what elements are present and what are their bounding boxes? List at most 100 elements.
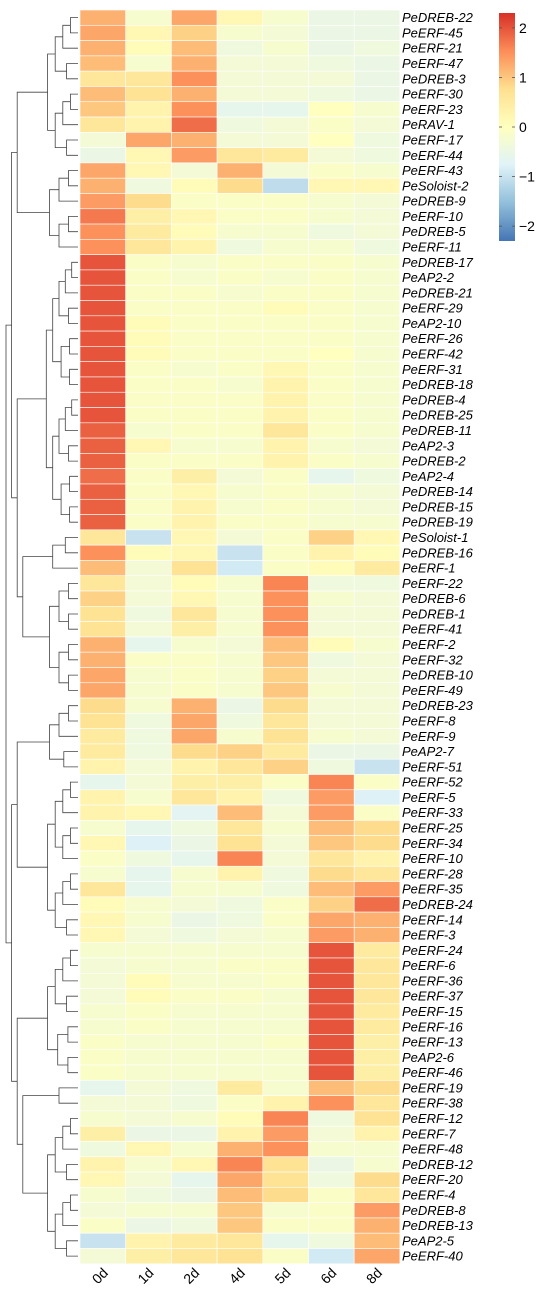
- heatmap-cell: [216, 865, 264, 882]
- heatmap-cell: [79, 835, 127, 852]
- heatmap-cell: [171, 743, 218, 760]
- heatmap-cell: [262, 407, 309, 424]
- heatmap-cell: [353, 1049, 401, 1066]
- heatmap-cell: [308, 804, 355, 821]
- heatmap-cell: [262, 514, 309, 531]
- heatmap-cell: [79, 606, 127, 622]
- heatmap-cell: [262, 774, 309, 791]
- heatmap-cell: [262, 1080, 309, 1096]
- heatmap-cell: [308, 376, 355, 393]
- heatmap-cell: [353, 1110, 401, 1127]
- heatmap-cell: [308, 820, 355, 836]
- heatmap-cell: [125, 1110, 172, 1127]
- heatmap-cell: [79, 407, 127, 424]
- heatmap-cell: [125, 911, 172, 928]
- row-label: PeDREB-5: [402, 224, 466, 239]
- heatmap-cell: [79, 743, 127, 760]
- heatmap-cell: [125, 606, 172, 622]
- heatmap-cell: [216, 132, 264, 148]
- heatmap-cell: [171, 927, 218, 943]
- row-label: PeSoloist-1: [402, 530, 468, 545]
- dendrogram-branch: [66, 995, 78, 1012]
- heatmap-cell: [353, 177, 401, 194]
- heatmap-cell: [125, 529, 172, 546]
- row-label: PeERF-22: [402, 576, 463, 591]
- legend-color-bar: [499, 13, 515, 241]
- heatmap-cell: [216, 330, 264, 347]
- heatmap-cell: [79, 101, 127, 118]
- heatmap-cell: [125, 774, 172, 791]
- heatmap-cell: [216, 9, 264, 26]
- dendrogram-branch: [70, 17, 78, 34]
- heatmap-cell: [216, 55, 264, 72]
- heatmap-cell: [262, 1125, 309, 1142]
- heatmap-cell: [262, 70, 309, 87]
- dendrogram-branch: [66, 1164, 78, 1181]
- dendrogram-branch: [16, 91, 50, 213]
- heatmap-cell: [171, 483, 218, 500]
- heatmap-cell: [79, 651, 127, 668]
- heatmap-cell: [171, 86, 218, 103]
- dendrogram-branch: [58, 281, 69, 317]
- heatmap-cell: [216, 391, 264, 408]
- row-label: PeDREB-13: [402, 1218, 474, 1233]
- heatmap-cell: [171, 911, 218, 928]
- heatmap-cell: [216, 422, 264, 439]
- heatmap-cell: [262, 116, 309, 133]
- heatmap-cell: [171, 177, 218, 194]
- color-legend: 2 1 0 −1 −2: [499, 13, 535, 241]
- row-label: PeERF-33: [402, 805, 463, 820]
- heatmap-cell: [353, 713, 401, 729]
- heatmap-cell: [262, 468, 309, 485]
- heatmap-cell: [353, 789, 401, 806]
- heatmap-cell: [125, 514, 172, 531]
- heatmap-cell: [353, 9, 401, 26]
- heatmap-cell: [216, 621, 264, 638]
- heatmap-cell: [79, 391, 127, 408]
- row-label: PeERF-25: [402, 821, 463, 836]
- dendrogram-branch: [45, 329, 53, 469]
- heatmap-cell: [79, 529, 127, 546]
- heatmap-cell: [125, 223, 172, 240]
- heatmap-cell: [216, 1141, 264, 1158]
- heatmap-cell: [171, 972, 218, 989]
- heatmap-cell: [216, 1003, 264, 1020]
- heatmap-cell: [79, 881, 127, 898]
- heatmap-cell: [79, 1141, 127, 1158]
- row-label: PeERF-52: [402, 775, 463, 790]
- heatmap-cell: [125, 560, 172, 577]
- row-label: PeERF-48: [402, 1142, 463, 1157]
- heatmap-cell: [171, 682, 218, 699]
- heatmap-cell: [79, 636, 127, 653]
- heatmap-cell: [308, 407, 355, 424]
- heatmap-cell: [262, 1141, 309, 1158]
- row-label: PeERF-3: [402, 928, 456, 943]
- heatmap-cell: [171, 713, 218, 729]
- heatmap-cell: [216, 40, 264, 57]
- row-label: PeSoloist-2: [402, 178, 469, 193]
- row-label: PeERF-23: [402, 102, 463, 117]
- heatmap-cell: [216, 498, 264, 515]
- row-label: PeERF-24: [402, 943, 463, 958]
- row-label: PeERF-1: [402, 561, 455, 576]
- heatmap-cell: [308, 1110, 355, 1127]
- heatmap-cell: [262, 177, 309, 194]
- row-label: PeERF-30: [402, 87, 463, 102]
- row-label: PeERF-16: [402, 1019, 463, 1034]
- heatmap-cell: [216, 239, 264, 255]
- heatmap-cell: [125, 24, 172, 41]
- heatmap-cell: [125, 1141, 172, 1158]
- heatmap-cell: [262, 804, 309, 821]
- heatmap-cell: [308, 361, 355, 378]
- column-label: 5d: [271, 1265, 293, 1287]
- heatmap-cell: [171, 208, 218, 225]
- heatmap-cell: [125, 101, 172, 118]
- heatmap-cell: [125, 269, 172, 286]
- heatmap-cell: [308, 1049, 355, 1066]
- row-label: PeDREB-1: [402, 606, 466, 621]
- dendrogram-branch: [68, 216, 78, 233]
- heatmap-cell: [125, 1232, 172, 1249]
- heatmap-cell: [171, 651, 218, 668]
- heatmap-cell: [308, 239, 355, 255]
